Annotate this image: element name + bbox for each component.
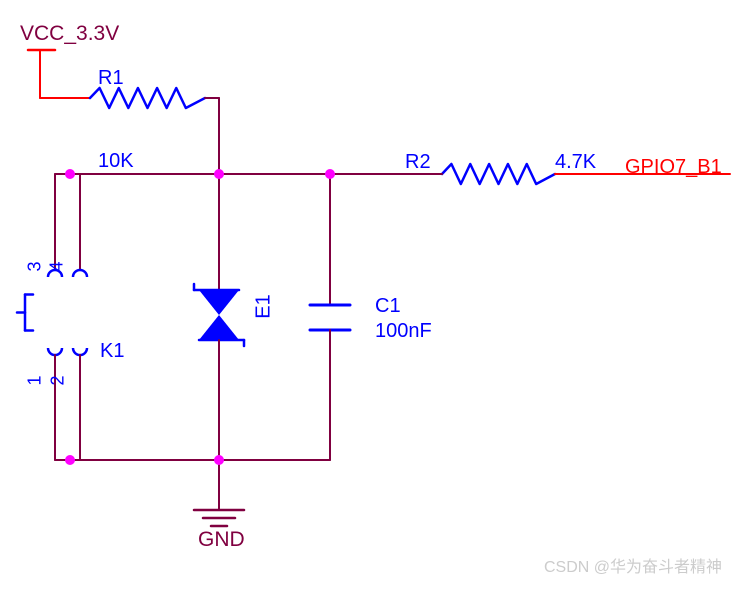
k1-ref: K1 [100,340,124,363]
r2-ref: R2 [405,151,431,174]
gnd-label: GND [198,528,245,552]
k1-pin4: 4 [47,261,68,271]
k1-pin3: 3 [25,261,46,271]
schematic-canvas: VCC_3.3V R1 10K R2 4.7K GPIO7_B1 K1 3 4 … [0,0,742,592]
k1-pin1: 1 [25,375,46,385]
c1-ref: C1 [375,295,401,318]
e1-ref: E1 [253,294,276,318]
watermark: CSDN @华为奋斗者精神 [544,553,722,577]
gpio-label: GPIO7_B1 [625,156,722,179]
r2-val: 4.7K [555,151,596,174]
r1-val: 10K [98,150,134,173]
r1-ref: R1 [98,67,124,90]
c1-val: 100nF [375,320,432,343]
vcc-label: VCC_3.3V [20,22,119,46]
k1-pin2: 2 [48,375,69,385]
